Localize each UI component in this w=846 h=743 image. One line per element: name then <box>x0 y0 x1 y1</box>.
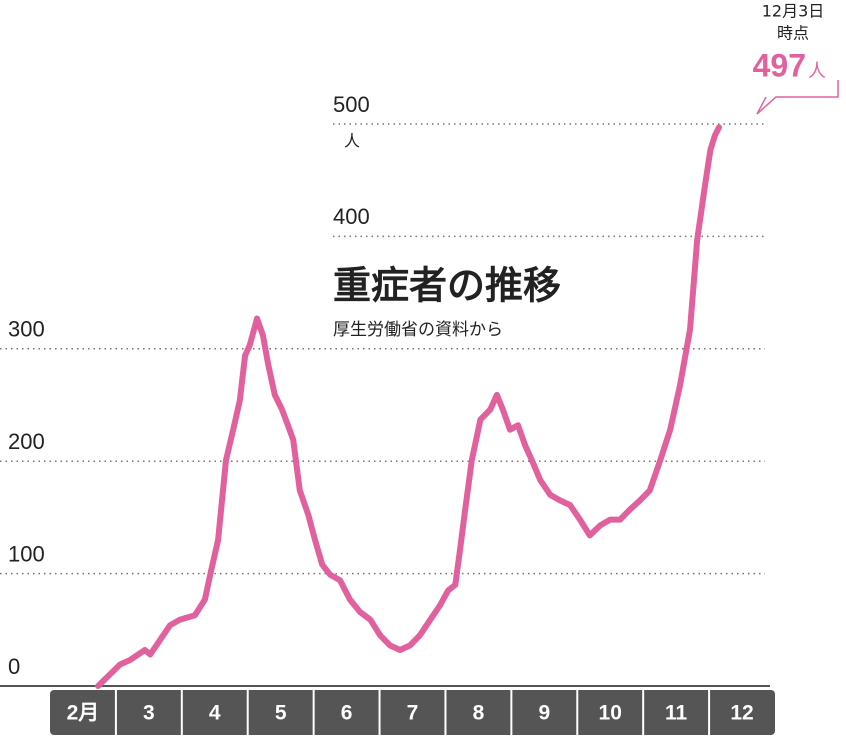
x-tick-label: 11 <box>665 702 688 725</box>
end-note: 時点 <box>777 24 809 43</box>
x-tick-label: 6 <box>341 702 353 725</box>
x-tick-label: 8 <box>473 702 485 725</box>
line <box>95 124 722 689</box>
x-tick-label: 9 <box>538 702 550 725</box>
y-tick-label: 100 <box>8 541 45 566</box>
x-tick-label: 12 <box>730 702 753 725</box>
callout <box>756 80 839 115</box>
y-tick-label: 500 <box>333 92 370 117</box>
end-date: 12月3日 <box>762 2 825 21</box>
y-tick-label: 0 <box>8 654 20 679</box>
x-tick-label: 7 <box>407 702 419 725</box>
x-tick-label: 3 <box>143 702 155 725</box>
month-bar <box>50 690 775 735</box>
x-tick-label: 10 <box>599 702 622 725</box>
end-value: 497 <box>753 47 806 83</box>
chart-title: 重症者の推移 <box>333 264 561 308</box>
y-tick-label: 200 <box>8 429 45 454</box>
chart-subtitle: 厚生労働省の資料から <box>333 320 503 340</box>
x-tick-label: 5 <box>275 702 287 725</box>
x-tick-label: 4 <box>209 702 221 725</box>
end-unit: 人 <box>808 61 826 82</box>
x-tick-label: 2月 <box>67 702 100 725</box>
y-tick-label: 400 <box>333 204 370 229</box>
y-unit: 人 <box>344 132 360 151</box>
y-tick-label: 300 <box>8 317 45 342</box>
